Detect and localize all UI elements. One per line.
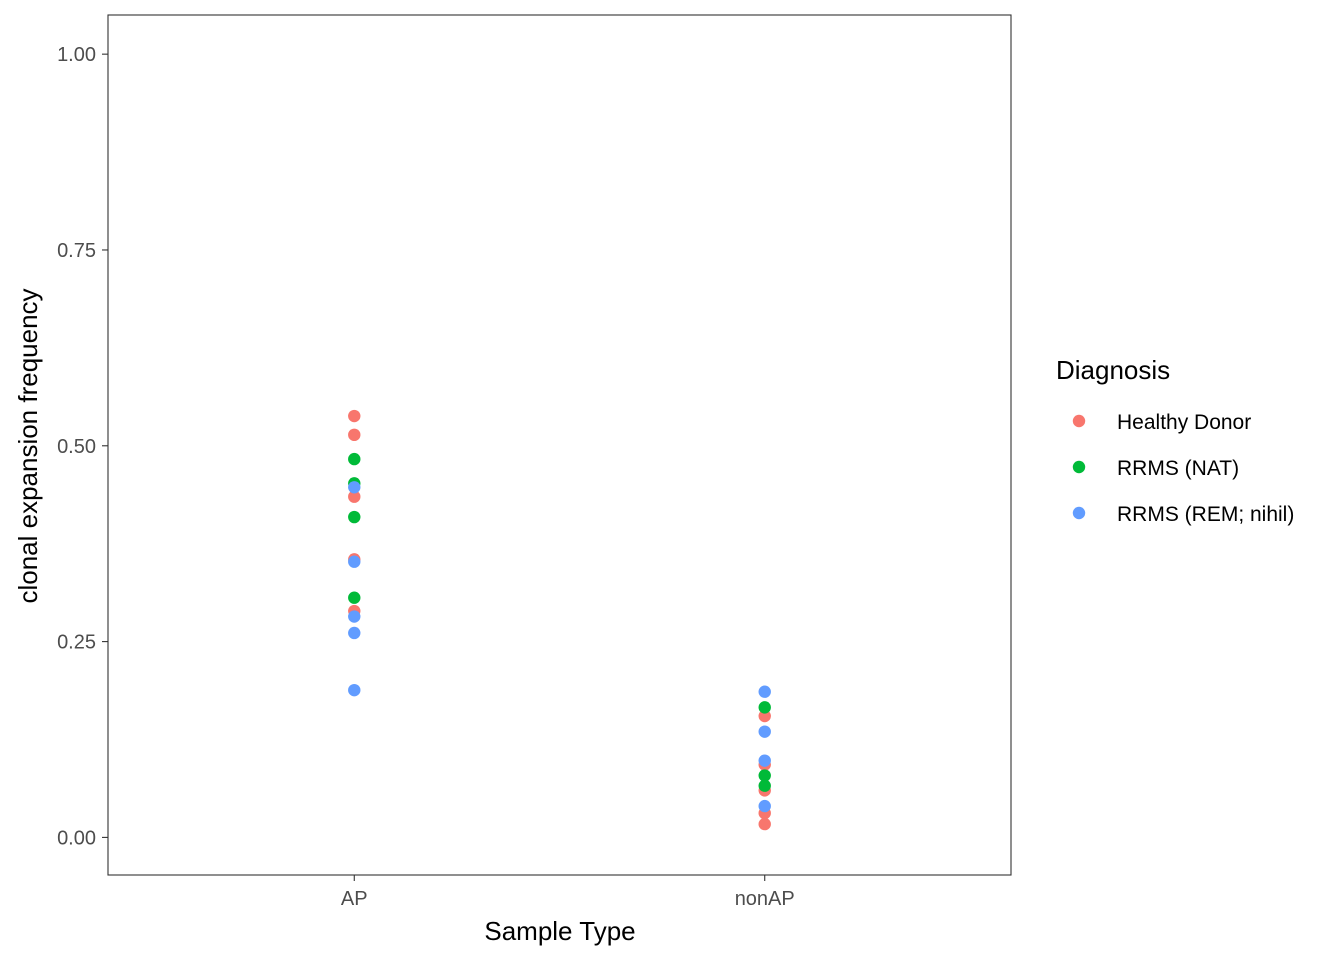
legend-key [1072,414,1086,428]
y-tick-label: 0.50 [57,436,96,458]
y-axis-title: clonal expansion frequency [13,288,43,603]
data-point [348,626,361,640]
data-point [348,481,361,494]
data-point [758,685,771,698]
x-axis-title: Sample Type [484,916,635,946]
data-point [348,452,361,466]
legend-label: Healthy Donor [1117,411,1251,434]
data-point [758,701,771,714]
data-point [348,591,361,604]
data-point [348,510,361,524]
data-point [758,754,771,767]
y-tick-label: 0.00 [57,827,96,849]
data-point [758,709,771,723]
x-axis: AP nonAP [341,875,795,910]
data-point [348,683,361,697]
y-axis: 0.00 0.25 0.50 0.75 1.00 [57,44,108,849]
data-point [758,779,771,792]
legend-label: RRMS (REM; nihil) [1117,503,1294,526]
legend-key [1072,506,1086,520]
data-point [348,555,361,568]
data-point [348,610,361,623]
y-tick-label: 1.00 [57,44,96,66]
y-tick-label: 0.25 [57,632,96,654]
data-point [348,428,361,442]
data-points [348,409,771,831]
legend: Diagnosis Healthy Donor RRMS (NAT) RRMS (R… [1056,355,1294,526]
x-tick-label: AP [341,888,368,910]
y-tick-label: 0.75 [57,240,96,262]
data-point [348,490,361,503]
plot-panel [107,14,1012,876]
data-point [758,725,771,738]
x-tick-label: nonAP [735,888,795,910]
legend-label: RRMS (NAT) [1117,457,1239,480]
data-point [758,799,771,813]
legend-title: Diagnosis [1056,355,1170,385]
data-point [758,817,771,831]
data-point [348,409,361,423]
data-point [758,769,771,782]
legend-key [1072,460,1086,474]
